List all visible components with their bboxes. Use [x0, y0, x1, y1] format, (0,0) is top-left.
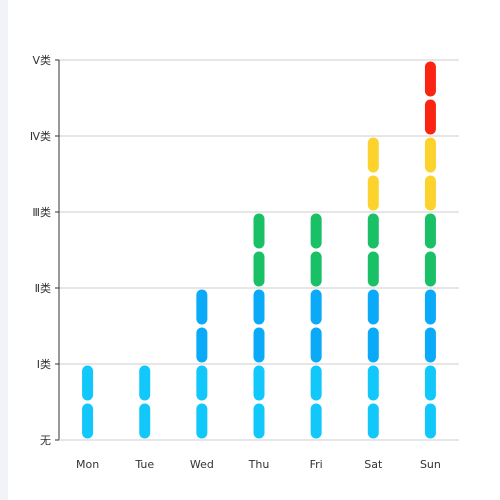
bar-segment-wed — [196, 327, 208, 363]
x-tick-label: Sun — [420, 458, 441, 471]
bar-segment-sun — [424, 289, 436, 325]
bar-segment-wed — [196, 365, 208, 401]
y-tick-label: Ⅳ类 — [30, 129, 51, 143]
bar-segment-sat — [367, 289, 379, 325]
x-tick-label: Sat — [364, 458, 383, 471]
y-tick-label: Ⅴ类 — [32, 53, 51, 67]
bar-segment-sat — [367, 327, 379, 363]
bar-segment-wed — [196, 403, 208, 439]
x-tick-label: Tue — [134, 458, 154, 471]
bar-segment-fri — [310, 251, 322, 287]
bar-segment-thu — [253, 403, 265, 439]
x-tick-label: Mon — [76, 458, 99, 471]
bar-segment-sun — [424, 327, 436, 363]
bar-segment-wed — [196, 289, 208, 325]
x-tick-label: Thu — [248, 458, 270, 471]
bar-segment-thu — [253, 213, 265, 249]
y-tick-label: Ⅲ类 — [32, 205, 51, 219]
bar-segment-sun — [424, 403, 436, 439]
bar-segment-sat — [367, 251, 379, 287]
bar-segment-sat — [367, 213, 379, 249]
bar-segment-sun — [424, 61, 436, 97]
y-tick-label: 无 — [40, 434, 51, 447]
bar-segment-fri — [310, 403, 322, 439]
bar-segment-sun — [424, 213, 436, 249]
bar-segment-fri — [310, 289, 322, 325]
x-tick-label: Wed — [190, 458, 214, 471]
bar-segment-fri — [310, 327, 322, 363]
bar-segment-thu — [253, 327, 265, 363]
x-tick-label: Fri — [310, 458, 323, 471]
bar-segment-mon — [82, 403, 94, 439]
bar-segment-tue — [139, 403, 151, 439]
chart-svg: 无 Ⅰ类 Ⅱ类 Ⅲ类 Ⅳ类 Ⅴ类 Mon Tue Wed Thu Fri Sat Sun — [30, 53, 459, 471]
bar-segment-sun — [424, 175, 436, 211]
bar-segment-sun — [424, 137, 436, 173]
y-tick-label: Ⅰ类 — [37, 357, 51, 371]
bar-segment-thu — [253, 289, 265, 325]
bar-segment-mon — [82, 365, 94, 401]
bar-segment-thu — [253, 251, 265, 287]
chart-panel: 无 Ⅰ类 Ⅱ类 Ⅲ类 Ⅳ类 Ⅴ类 Mon Tue Wed Thu Fri Sat Sun — [8, 0, 500, 500]
bar-segment-sat — [367, 175, 379, 211]
bar-segment-sat — [367, 403, 379, 439]
bar-segment-thu — [253, 365, 265, 401]
bar-segment-fri — [310, 213, 322, 249]
bar-segment-sun — [424, 99, 436, 135]
bar-segment-sun — [424, 251, 436, 287]
bar-segment-sat — [367, 137, 379, 173]
bar-segment-tue — [139, 365, 151, 401]
bar-segment-sun — [424, 365, 436, 401]
y-tick-label: Ⅱ类 — [35, 281, 51, 295]
bar-segment-sat — [367, 365, 379, 401]
bar-segment-fri — [310, 365, 322, 401]
